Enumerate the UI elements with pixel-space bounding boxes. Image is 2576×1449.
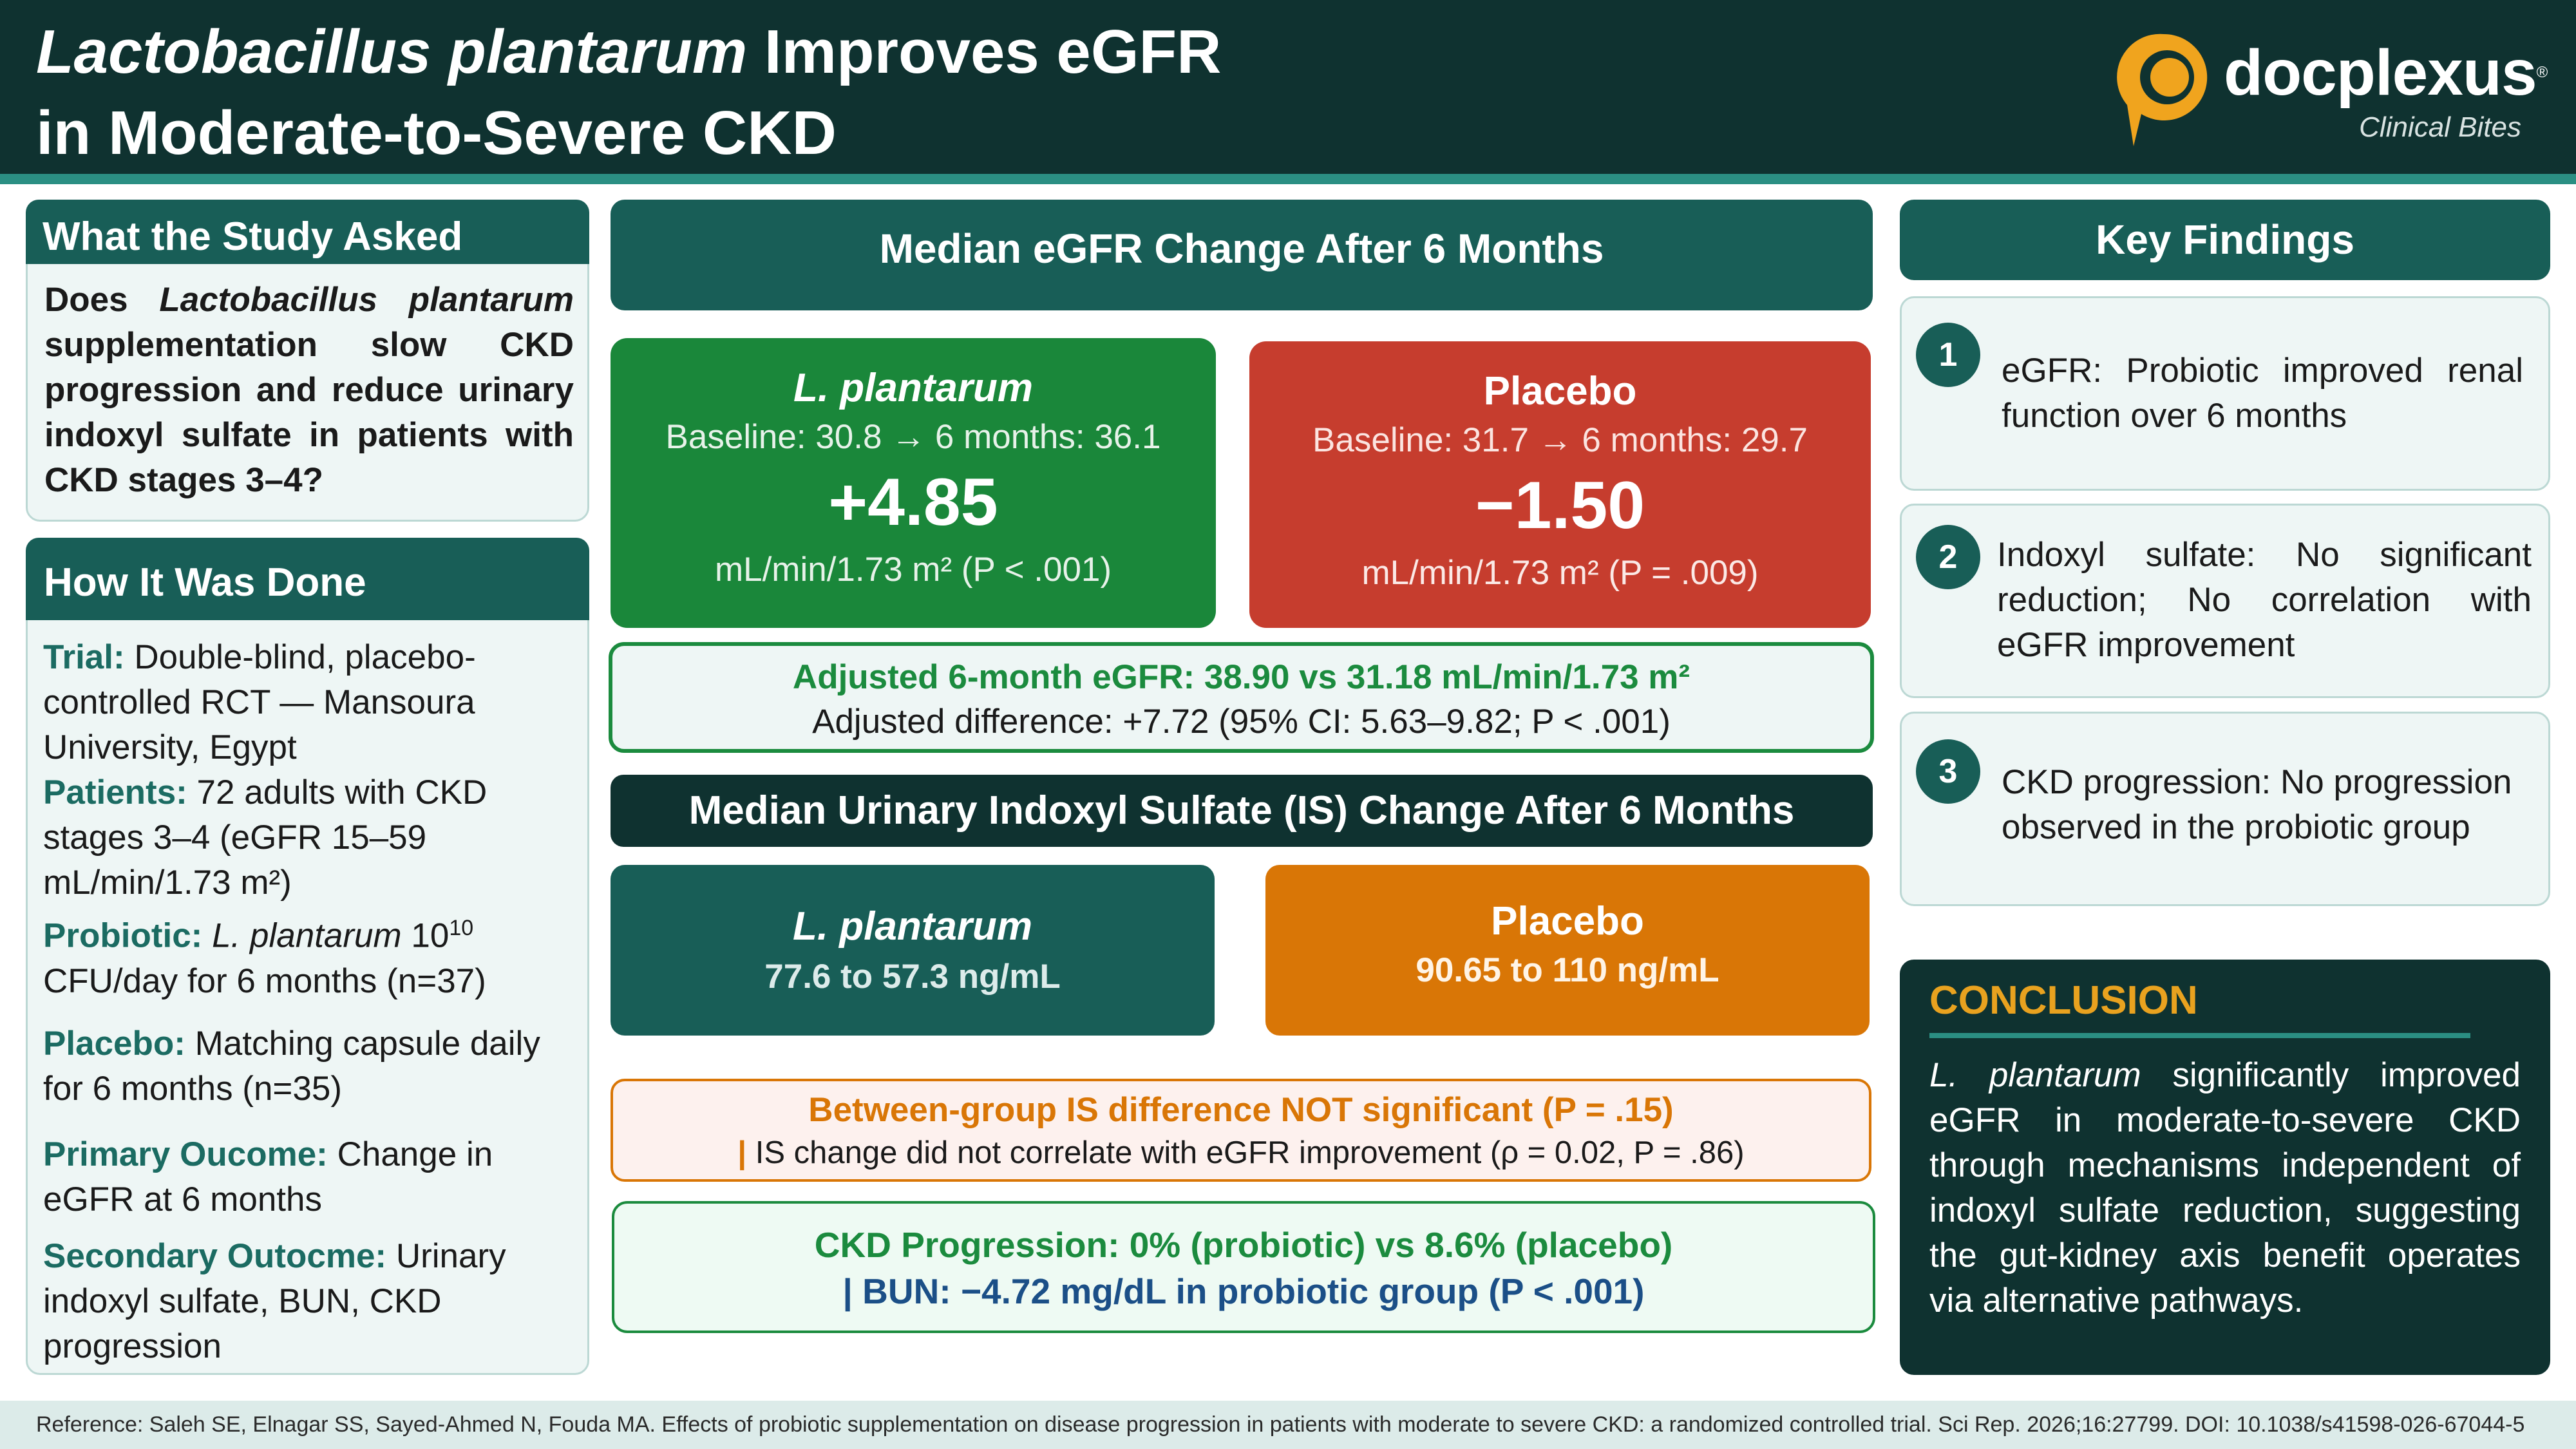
is-placebo-card: Placebo 90.65 to 110 ng/mL [1265, 865, 1870, 1036]
finding-text: Indoxyl sulfate: No significant reductio… [1997, 536, 2532, 664]
adjusted-egfr-line1: Adjusted 6-month eGFR: 38.90 vs 31.18 mL… [792, 658, 1690, 696]
egfr-probiotic-card: L. plantarum Baseline: 30.8 → 6 months: … [611, 338, 1216, 628]
is-placebo-value: 90.65 to 110 ng/mL [1416, 951, 1719, 989]
ckd-progression-box: CKD Progression: 0% (probiotic) vs 8.6% … [612, 1201, 1875, 1333]
egfr-placebo-unit: mL/min/1.73 m² (P = .009) [1361, 554, 1759, 592]
footer-bar: Reference: Saleh SE, Elnagar SS, Sayed-A… [0, 1401, 2576, 1449]
egfr-placebo-baseline: Baseline: 31.7 → 6 months: 29.7 [1312, 421, 1808, 459]
method-primary-outcome: Primary Oucome: Change in eGFR at 6 mont… [43, 1135, 493, 1218]
indoxyl-section-heading: Median Urinary Indoxyl Sulfate (IS) Chan… [611, 775, 1873, 847]
method-trial: Trial: Double-blind, placebo-controlled … [43, 638, 476, 766]
ckd-progression-line2: | BUN: −4.72 mg/dL in probiotic group (P… [842, 1271, 1645, 1311]
methods-panel: How It Was Done Trial: Double-blind, pla… [26, 538, 589, 1375]
key-finding-2: 2 Indoxyl sulfate: No significant reduct… [1900, 504, 2550, 698]
page-title: Lactobacillus plantarum Improves eGFR in… [36, 12, 1221, 174]
egfr-probiotic-unit: mL/min/1.73 m² (P < .001) [714, 551, 1112, 589]
between-group-line2: | IS change did not correlate with eGFR … [737, 1135, 1745, 1170]
study-question-heading: What the Study Asked [26, 200, 589, 264]
finding-number-badge: 3 [1916, 739, 1980, 804]
conclusion-heading: CONCLUSION [1929, 978, 2198, 1023]
between-group-box: Between-group IS difference NOT signific… [611, 1079, 1871, 1182]
key-findings-heading: Key Findings [1900, 200, 2550, 280]
conclusion-panel: CONCLUSION L. plantarum significantly im… [1900, 960, 2550, 1375]
is-probiotic-value: 77.6 to 57.3 ng/mL [764, 958, 1061, 996]
finding-number-badge: 2 [1916, 525, 1980, 589]
key-finding-1: 1 eGFR: Probiotic improved renal functio… [1900, 296, 2550, 491]
study-question-text: Does Lactobacillus plantarum supplementa… [44, 281, 574, 499]
conclusion-divider [1929, 1033, 2470, 1038]
is-placebo-name: Placebo [1491, 899, 1644, 943]
key-finding-3: 3 CKD progression: No progression observ… [1900, 712, 2550, 906]
header-accent-stripe [0, 174, 2576, 184]
title-line2: in Moderate-to-Severe CKD [36, 99, 837, 167]
reference-text: Reference: Saleh SE, Elnagar SS, Sayed-A… [36, 1412, 2525, 1437]
between-group-line1: Between-group IS difference NOT signific… [808, 1091, 1674, 1129]
method-placebo: Placebo: Matching capsule daily for 6 mo… [43, 1025, 540, 1108]
egfr-placebo-card: Placebo Baseline: 31.7 → 6 months: 29.7 … [1249, 341, 1871, 628]
conclusion-text: L. plantarum significantly improved eGFR… [1929, 1056, 2521, 1320]
egfr-section-heading: Median eGFR Change After 6 Months [611, 200, 1873, 310]
egfr-probiotic-name: L. plantarum [793, 366, 1034, 410]
adjusted-egfr-line2: Adjusted difference: +7.72 (95% CI: 5.63… [812, 703, 1671, 741]
adjusted-egfr-box: Adjusted 6-month eGFR: 38.90 vs 31.18 mL… [609, 642, 1874, 753]
docplexus-logo: docplexus® Clinical Bites [2116, 29, 2548, 158]
method-patients: Patients: 72 adults with CKD stages 3–4 … [43, 773, 488, 902]
ckd-progression-line1: CKD Progression: 0% (probiotic) vs 8.6% … [814, 1225, 1673, 1265]
egfr-placebo-change: −1.50 [1475, 468, 1645, 543]
logo-wordmark: docplexus® [2224, 37, 2548, 109]
speech-bubble-logo-icon [2117, 33, 2208, 146]
header-bar: Lactobacillus plantarum Improves eGFR in… [0, 0, 2576, 174]
is-probiotic-name: L. plantarum [792, 904, 1033, 949]
title-rest: Improves eGFR [747, 17, 1222, 86]
finding-text: CKD progression: No progression observed… [2002, 763, 2512, 846]
egfr-probiotic-change: +4.85 [828, 465, 998, 540]
egfr-probiotic-baseline: Baseline: 30.8 → 6 months: 36.1 [665, 418, 1161, 456]
method-probiotic: Probiotic: L. plantarum 1010 CFU/day for … [43, 916, 486, 1000]
egfr-placebo-name: Placebo [1483, 369, 1637, 413]
title-italic: Lactobacillus plantarum [36, 17, 748, 86]
finding-text: eGFR: Probiotic improved renal function … [2002, 352, 2523, 435]
method-secondary-outcome: Secondary Outocme: Urinary indoxyl sulfa… [43, 1237, 506, 1365]
methods-heading: How It Was Done [26, 538, 589, 620]
study-question-panel: What the Study Asked Does Lactobacillus … [26, 200, 589, 522]
is-probiotic-card: L. plantarum 77.6 to 57.3 ng/mL [611, 865, 1215, 1036]
finding-number-badge: 1 [1916, 323, 1980, 387]
logo-tagline: Clinical Bites [2359, 111, 2521, 143]
